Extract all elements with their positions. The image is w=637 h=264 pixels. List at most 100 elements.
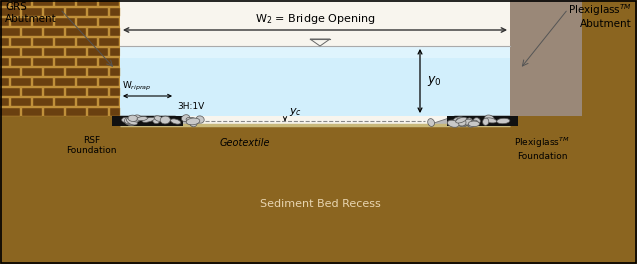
Polygon shape (55, 78, 75, 86)
Polygon shape (88, 48, 108, 56)
Polygon shape (120, 116, 205, 126)
Ellipse shape (128, 115, 138, 121)
Ellipse shape (466, 120, 475, 127)
Polygon shape (22, 8, 42, 16)
Polygon shape (447, 116, 518, 126)
Ellipse shape (153, 117, 159, 122)
Ellipse shape (485, 115, 494, 123)
Polygon shape (88, 68, 108, 76)
Polygon shape (22, 68, 42, 76)
Ellipse shape (161, 116, 170, 124)
Ellipse shape (154, 116, 162, 121)
Ellipse shape (457, 121, 468, 127)
Ellipse shape (456, 118, 466, 126)
Polygon shape (120, 126, 510, 264)
Polygon shape (110, 88, 120, 96)
Polygon shape (77, 38, 97, 46)
Text: W$_{riprap}$: W$_{riprap}$ (122, 80, 152, 93)
Polygon shape (33, 0, 53, 6)
Polygon shape (0, 0, 120, 116)
Polygon shape (66, 68, 86, 76)
Polygon shape (425, 116, 510, 126)
Polygon shape (0, 38, 9, 46)
Ellipse shape (142, 117, 155, 122)
Polygon shape (110, 68, 120, 76)
Text: Sediment Bed Recess: Sediment Bed Recess (260, 199, 380, 209)
Polygon shape (77, 0, 97, 6)
Polygon shape (33, 98, 53, 106)
Polygon shape (77, 18, 97, 26)
Polygon shape (582, 0, 637, 116)
Polygon shape (0, 126, 637, 264)
Polygon shape (0, 98, 9, 106)
Polygon shape (88, 108, 108, 116)
Text: W$_2$ = Bridge Opening: W$_2$ = Bridge Opening (255, 12, 375, 26)
Polygon shape (0, 68, 20, 76)
Polygon shape (22, 28, 42, 36)
Ellipse shape (485, 118, 497, 123)
Polygon shape (0, 88, 20, 96)
Polygon shape (11, 38, 31, 46)
Polygon shape (77, 58, 97, 66)
Polygon shape (22, 108, 42, 116)
Polygon shape (0, 48, 20, 56)
Ellipse shape (182, 115, 190, 122)
Polygon shape (110, 28, 120, 36)
Polygon shape (110, 48, 120, 56)
Polygon shape (66, 28, 86, 36)
Ellipse shape (137, 116, 148, 121)
Polygon shape (44, 48, 64, 56)
Polygon shape (66, 48, 86, 56)
Polygon shape (99, 98, 119, 106)
Polygon shape (0, 78, 9, 86)
Polygon shape (120, 46, 510, 58)
Ellipse shape (473, 118, 480, 124)
Polygon shape (22, 88, 42, 96)
Ellipse shape (190, 120, 197, 127)
Ellipse shape (449, 120, 460, 126)
Polygon shape (510, 116, 637, 264)
Polygon shape (99, 38, 119, 46)
Ellipse shape (132, 115, 141, 122)
Ellipse shape (468, 121, 480, 127)
Polygon shape (0, 8, 20, 16)
Polygon shape (44, 108, 64, 116)
Polygon shape (22, 48, 42, 56)
Polygon shape (11, 58, 31, 66)
Text: y$_0$: y$_0$ (427, 74, 442, 88)
Polygon shape (44, 88, 64, 96)
Text: Geotextile: Geotextile (220, 138, 271, 148)
Ellipse shape (463, 121, 473, 126)
Polygon shape (0, 0, 637, 126)
Polygon shape (110, 8, 120, 16)
Polygon shape (112, 116, 183, 126)
Ellipse shape (152, 116, 160, 124)
Text: 3H:1V: 3H:1V (177, 102, 204, 111)
Ellipse shape (186, 118, 200, 125)
Text: y$_{c}$: y$_{c}$ (289, 106, 302, 118)
Polygon shape (0, 108, 20, 116)
Polygon shape (11, 0, 31, 6)
Polygon shape (0, 58, 9, 66)
Ellipse shape (447, 120, 459, 127)
Polygon shape (99, 0, 119, 6)
Ellipse shape (427, 119, 434, 126)
Ellipse shape (171, 119, 181, 124)
Ellipse shape (196, 116, 204, 123)
Polygon shape (66, 88, 86, 96)
Ellipse shape (125, 117, 132, 124)
Polygon shape (55, 58, 75, 66)
Polygon shape (0, 116, 120, 264)
Polygon shape (88, 88, 108, 96)
Polygon shape (55, 98, 75, 106)
Ellipse shape (127, 120, 136, 126)
Text: Plexiglass$^{TM}$
Abutment: Plexiglass$^{TM}$ Abutment (568, 2, 632, 29)
Text: Plexiglass$^{TM}$
Foundation: Plexiglass$^{TM}$ Foundation (514, 136, 570, 161)
Polygon shape (33, 78, 53, 86)
Polygon shape (11, 18, 31, 26)
Ellipse shape (497, 118, 510, 124)
Polygon shape (99, 58, 119, 66)
Polygon shape (55, 38, 75, 46)
Polygon shape (120, 46, 510, 116)
Text: GRS
Abutment: GRS Abutment (5, 2, 57, 23)
